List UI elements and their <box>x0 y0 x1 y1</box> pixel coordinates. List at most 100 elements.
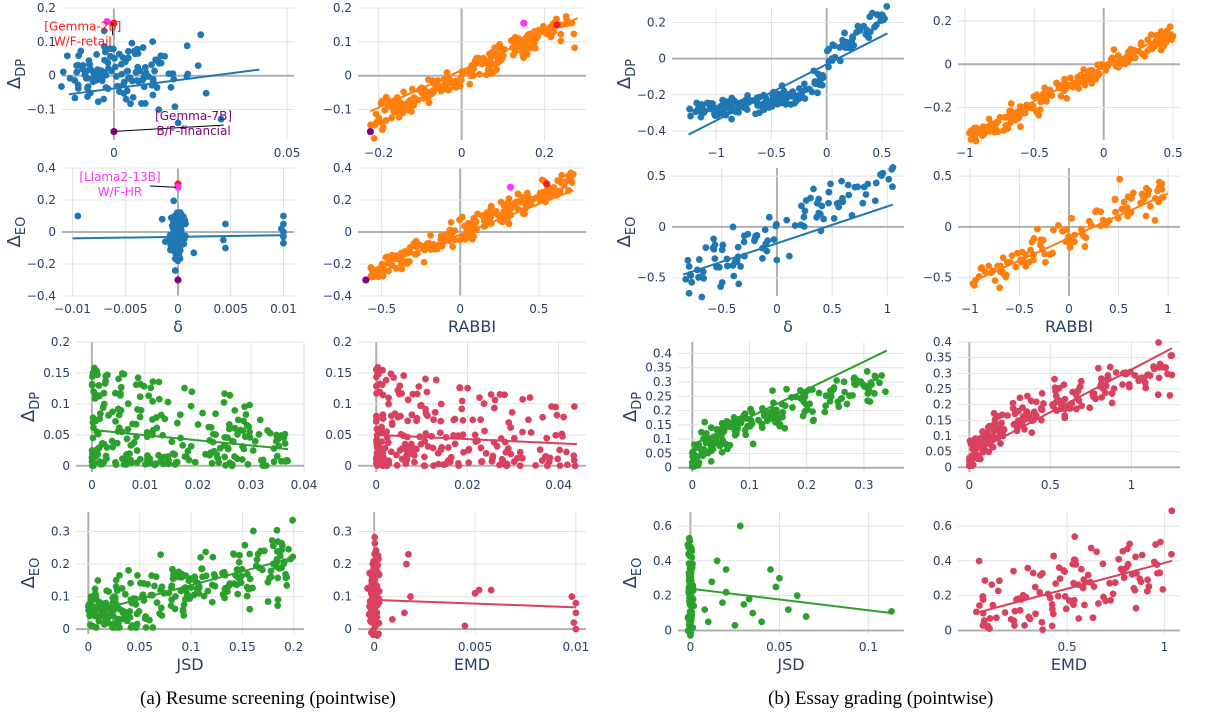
data-point <box>797 395 805 402</box>
data-point <box>1104 372 1112 379</box>
highlight-point <box>174 276 182 284</box>
data-point <box>118 70 125 78</box>
x-tick-label: 1 <box>1161 640 1169 654</box>
data-point <box>698 293 706 301</box>
y-axis-label-subscript: EO <box>630 558 645 576</box>
y-axis-label-main: Δ <box>620 409 641 422</box>
data-point <box>1155 339 1162 346</box>
data-point <box>401 609 408 617</box>
data-point <box>704 449 712 457</box>
y-axis-label-subscript: DP <box>630 392 645 410</box>
data-point <box>760 106 768 114</box>
data-point <box>378 423 386 431</box>
data-point <box>444 444 452 451</box>
data-point <box>1062 605 1070 613</box>
data-point <box>765 213 773 221</box>
data-point <box>415 383 423 390</box>
data-point <box>145 616 153 624</box>
data-point <box>450 83 458 91</box>
data-point <box>476 70 483 78</box>
data-point <box>717 283 725 290</box>
data-point <box>1168 36 1176 43</box>
data-point <box>769 387 776 395</box>
data-point <box>519 454 526 462</box>
data-point <box>815 389 823 397</box>
data-point <box>507 424 515 431</box>
data-point <box>379 415 387 422</box>
data-point <box>134 374 142 382</box>
highlight-point <box>103 17 111 26</box>
data-point <box>100 43 108 50</box>
data-point <box>821 408 829 416</box>
data-point <box>1060 86 1068 94</box>
data-point <box>1151 216 1159 224</box>
y-tick-label: 0.2 <box>333 335 352 349</box>
data-point <box>538 457 546 464</box>
data-point <box>474 210 482 218</box>
data-point <box>238 572 245 580</box>
data-point <box>436 429 444 437</box>
data-point <box>200 592 208 600</box>
data-point <box>242 411 250 418</box>
data-point <box>1008 252 1016 260</box>
data-point <box>269 542 277 550</box>
x-tick-label: −1 <box>961 302 979 316</box>
data-point <box>503 462 510 470</box>
data-point <box>836 43 844 51</box>
data-point <box>774 91 782 99</box>
data-point <box>437 446 445 454</box>
data-point <box>172 246 180 254</box>
data-point <box>97 67 105 75</box>
data-point <box>1027 397 1035 405</box>
data-point <box>518 198 525 206</box>
data-point <box>88 447 96 454</box>
data-point <box>1052 398 1060 406</box>
data-point <box>1112 208 1119 216</box>
data-point <box>379 391 387 399</box>
data-point <box>134 571 141 579</box>
data-point <box>572 625 580 633</box>
data-point <box>105 588 113 596</box>
data-point <box>112 576 120 584</box>
x-tick-label: 0 <box>687 640 695 654</box>
data-point <box>547 191 555 199</box>
data-point <box>225 425 233 433</box>
data-point <box>1117 60 1125 68</box>
data-point <box>539 413 547 421</box>
x-tick-label: 0.05 <box>766 640 793 654</box>
data-point <box>133 77 141 84</box>
data-point <box>1017 123 1024 131</box>
data-point <box>387 370 395 378</box>
data-point <box>123 68 131 75</box>
data-point <box>749 609 757 617</box>
data-point <box>793 592 801 600</box>
data-point <box>815 81 823 89</box>
data-point <box>400 372 408 379</box>
data-point <box>149 38 157 46</box>
x-tick-label: 0.05 <box>274 146 301 160</box>
data-point <box>410 452 418 459</box>
data-point <box>802 86 810 94</box>
data-point <box>231 424 239 432</box>
data-point <box>274 538 282 545</box>
y-tick-label: 0.6 <box>933 519 952 533</box>
x-tick-label: 0.2 <box>284 640 303 654</box>
data-point <box>127 100 134 108</box>
data-point <box>546 454 554 462</box>
data-point <box>149 75 157 83</box>
data-point <box>155 106 163 113</box>
data-point <box>1046 251 1054 258</box>
data-point <box>986 625 993 632</box>
data-point <box>1085 217 1093 225</box>
plot-area <box>358 512 586 634</box>
data-point <box>107 610 115 617</box>
data-point <box>688 462 696 470</box>
data-point <box>1068 214 1076 222</box>
data-point <box>841 29 848 37</box>
data-point <box>1011 607 1019 615</box>
data-point <box>459 431 467 439</box>
x-tick-label: 0.5 <box>823 302 842 316</box>
data-point <box>202 548 210 556</box>
y-axis-label: ΔEO <box>614 217 639 248</box>
data-point <box>400 88 407 96</box>
